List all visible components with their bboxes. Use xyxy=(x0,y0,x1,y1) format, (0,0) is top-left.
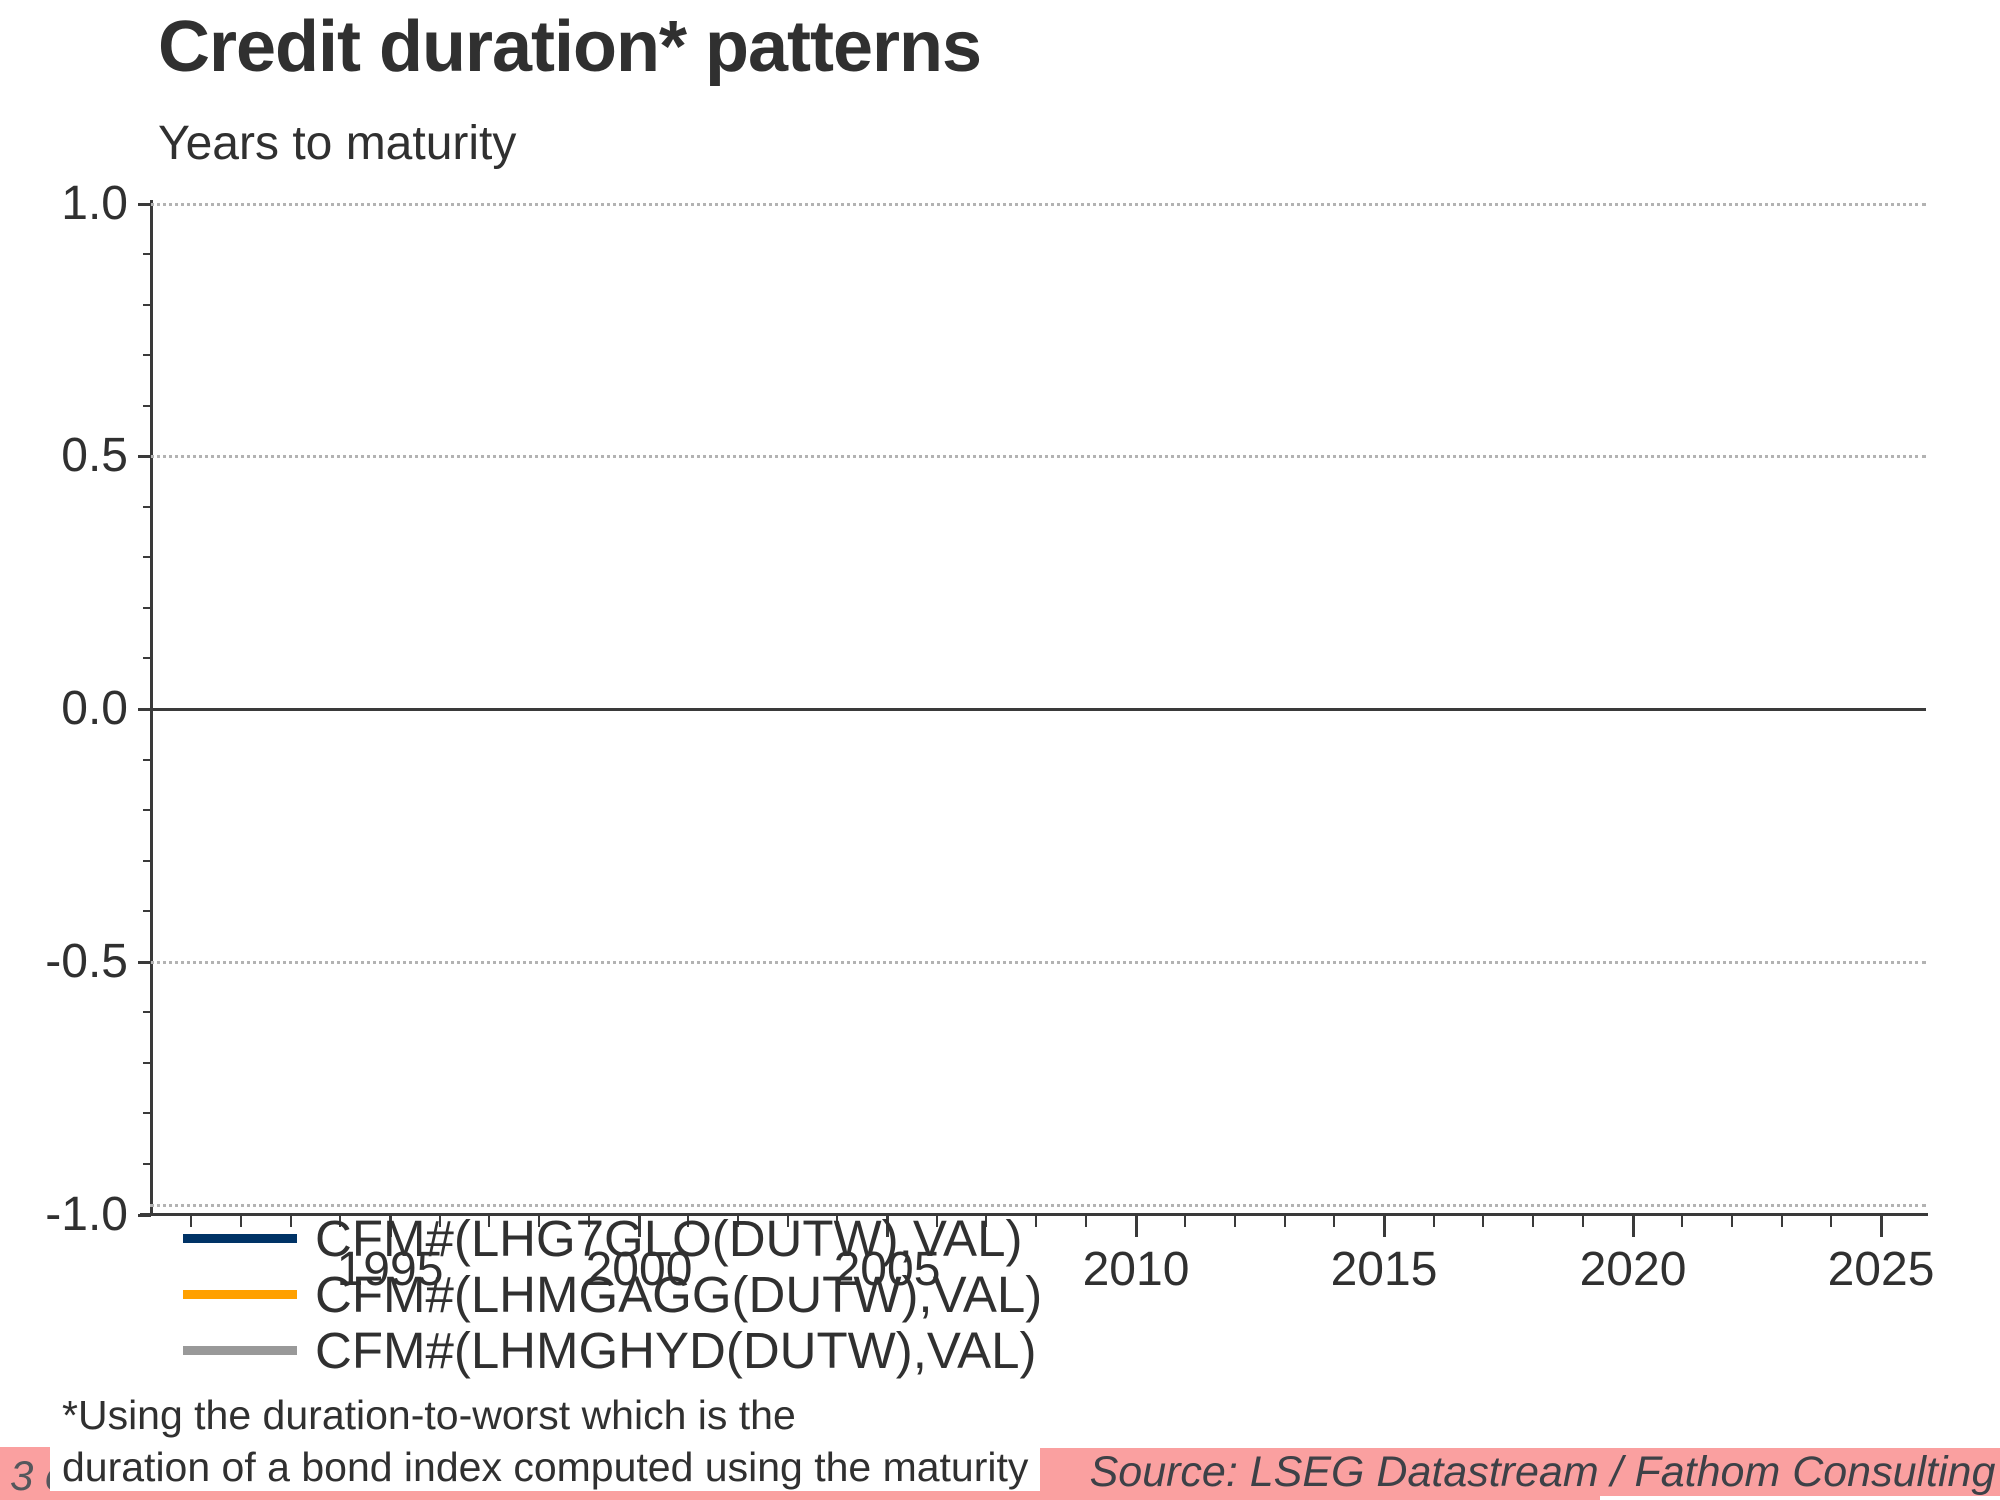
x-tick-label: 2015 xyxy=(1330,1243,1438,1296)
x-tick-label: 2010 xyxy=(1082,1243,1190,1296)
y-major-tick--1.0 xyxy=(138,1214,151,1217)
y-minor-tick xyxy=(143,657,151,659)
y-minor-tick xyxy=(143,354,151,356)
gridline-y--0.5 xyxy=(150,961,1926,964)
x-minor-tick xyxy=(1284,1213,1286,1227)
y-tick-label: 0.0 xyxy=(61,682,128,735)
y-minor-tick xyxy=(143,1062,151,1064)
y-tick-label: -1.0 xyxy=(45,1188,128,1241)
x-major-tick-2015 xyxy=(1383,1213,1386,1237)
x-minor-tick xyxy=(588,1213,590,1227)
x-minor-tick xyxy=(1085,1213,1087,1227)
y-tick-label: 0.5 xyxy=(61,429,128,482)
x-minor-tick xyxy=(190,1213,192,1227)
x-minor-tick xyxy=(985,1213,987,1227)
x-minor-tick xyxy=(1234,1213,1236,1227)
x-minor-tick xyxy=(1731,1213,1733,1227)
x-minor-tick xyxy=(687,1213,689,1227)
x-major-tick-2005 xyxy=(886,1213,889,1237)
gridline-y-0.5 xyxy=(150,455,1926,458)
source-bar: Source: LSEG Datastream / Fathom Consult… xyxy=(995,1448,2000,1496)
y-minor-tick xyxy=(143,1163,151,1165)
y-minor-tick xyxy=(143,304,151,306)
x-tick-label: 2000 xyxy=(585,1243,693,1296)
footnote-box xyxy=(50,1382,1040,1491)
x-axis-line xyxy=(140,1213,1928,1216)
x-major-tick-2010 xyxy=(1135,1213,1138,1237)
y-minor-tick xyxy=(143,1011,151,1013)
x-minor-tick xyxy=(936,1213,938,1227)
y-minor-tick xyxy=(143,556,151,558)
x-minor-tick xyxy=(1781,1213,1783,1227)
y-minor-tick xyxy=(143,506,151,508)
y-tick-label: 1.0 xyxy=(61,177,128,230)
x-minor-tick xyxy=(1333,1213,1335,1227)
legend-swatch-2 xyxy=(183,1290,297,1299)
chart-title: Credit duration* patterns xyxy=(158,7,982,87)
x-minor-tick xyxy=(1830,1213,1832,1227)
y-minor-tick xyxy=(143,759,151,761)
x-major-tick-2025 xyxy=(1880,1213,1883,1237)
x-major-tick-1995 xyxy=(389,1213,392,1237)
x-minor-tick xyxy=(1035,1213,1037,1227)
x-minor-tick xyxy=(1532,1213,1534,1227)
source-label: Source: LSEG Datastream / Fathom Consult… xyxy=(1089,1447,1996,1496)
x-minor-tick xyxy=(1184,1213,1186,1227)
x-minor-tick xyxy=(290,1213,292,1227)
y-minor-tick xyxy=(143,910,151,912)
x-tick-label: 2005 xyxy=(833,1243,941,1296)
x-minor-tick xyxy=(538,1213,540,1227)
y-minor-tick xyxy=(143,1112,151,1114)
legend-label-3: CFM#(LHMGHYD(DUTW),VAL) xyxy=(315,1322,1037,1379)
gridline-y-0.0 xyxy=(150,708,1926,711)
legend-swatch-3 xyxy=(183,1346,297,1355)
x-major-tick-2020 xyxy=(1632,1213,1635,1237)
x-minor-tick xyxy=(439,1213,441,1227)
legend-swatch-1 xyxy=(183,1234,297,1243)
y-minor-tick xyxy=(143,809,151,811)
x-minor-tick xyxy=(737,1213,739,1227)
gridline-y-1.0 xyxy=(150,203,1926,206)
x-tick-label: 1995 xyxy=(336,1243,444,1296)
footnote-line-2: duration of a bond index computed using … xyxy=(62,1444,1029,1490)
legend-label-2: CFM#(LHMGAGG(DUTW),VAL) xyxy=(315,1266,1043,1323)
x-minor-tick xyxy=(1582,1213,1584,1227)
x-minor-tick xyxy=(836,1213,838,1227)
x-tick-label: 2020 xyxy=(1579,1243,1687,1296)
x-major-tick-2000 xyxy=(638,1213,641,1237)
x-minor-tick xyxy=(1433,1213,1435,1227)
x-minor-tick xyxy=(488,1213,490,1227)
x-tick-label: 2025 xyxy=(1827,1243,1935,1296)
x-minor-tick xyxy=(1482,1213,1484,1227)
y-major-tick-0.0 xyxy=(138,708,151,711)
footnote-line-1: *Using the duration-to-worst which is th… xyxy=(62,1392,796,1438)
gridline-y--1.0 xyxy=(150,1204,1926,1207)
y-tick-label: -0.5 xyxy=(45,935,128,988)
x-minor-tick xyxy=(339,1213,341,1227)
y-major-tick-1.0 xyxy=(138,203,151,206)
y-axis-unit-label: Years to maturity xyxy=(158,117,517,170)
bottom-pink-strip xyxy=(0,1491,1600,1500)
y-major-tick--0.5 xyxy=(138,961,151,964)
y-minor-tick xyxy=(143,860,151,862)
x-minor-tick xyxy=(787,1213,789,1227)
y-major-tick-0.5 xyxy=(138,455,151,458)
y-minor-tick xyxy=(143,607,151,609)
y-minor-tick xyxy=(143,253,151,255)
legend-label-1: CFM#(LHG7GLO(DUTW),VAL) xyxy=(315,1210,1023,1267)
y-minor-tick xyxy=(143,405,151,407)
x-minor-tick xyxy=(240,1213,242,1227)
x-minor-tick xyxy=(1681,1213,1683,1227)
